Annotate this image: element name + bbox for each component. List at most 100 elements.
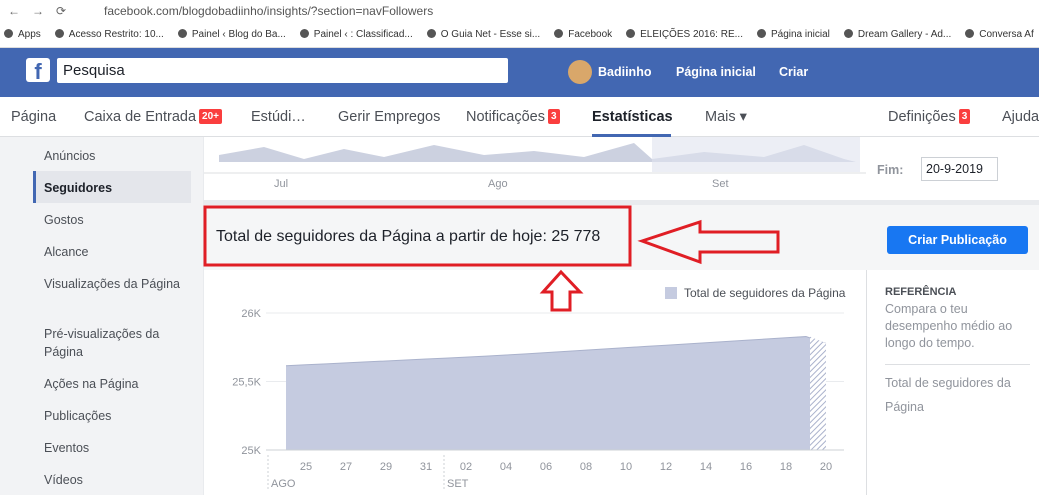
avatar[interactable] <box>568 60 592 84</box>
overview-month: Ago <box>488 178 508 190</box>
area-line <box>285 336 827 367</box>
reload-icon[interactable]: ⟳ <box>56 4 67 18</box>
home-link[interactable]: Página inicial <box>676 65 756 79</box>
x-tick-label: 20 <box>820 461 832 473</box>
sidebar-item[interactable]: Ações na Página <box>44 377 139 391</box>
bookmarks-bar: Apps Acesso Restrito: 10... Painel ‹ Blog … <box>0 22 1039 48</box>
nav-item[interactable]: Ajuda <box>1002 109 1039 125</box>
sidebar-item[interactable]: Alcance <box>44 245 89 259</box>
bookmark[interactable]: Dream Gallery - Ad... <box>844 29 951 47</box>
nav-item[interactable]: Definições 3 <box>888 109 971 125</box>
followers-chart: 25K 25,5K 26K 25 27 29 31 02 04 06 08 10 12 14 16 18 20 A… <box>204 270 866 495</box>
nav-badge: 20+ <box>199 109 223 124</box>
bookmark[interactable]: Painel ‹ Blog do Ba... <box>178 29 286 47</box>
partial-day-hatch <box>810 336 826 450</box>
forward-icon[interactable]: → <box>32 4 44 18</box>
left-arrow <box>637 219 780 265</box>
nav-label: Notificações <box>466 109 545 125</box>
create-link[interactable]: Criar <box>779 65 809 79</box>
active-underline <box>592 134 671 137</box>
nav-label: Página <box>11 109 57 125</box>
bookmark[interactable]: Facebook <box>554 29 612 47</box>
end-label: Fim: <box>877 163 904 177</box>
x-tick-label: 18 <box>780 461 792 473</box>
url[interactable]: facebook.com/blogdobadiinho/insights/?se… <box>104 4 434 18</box>
selected-highlight <box>33 171 191 203</box>
nav-item[interactable]: Estúdi… <box>251 109 306 125</box>
x-tick-label: 10 <box>620 461 632 473</box>
x-tick-label: 02 <box>460 461 472 473</box>
bookmark[interactable]: Página inicial <box>757 29 830 47</box>
y-tick-label: 26K <box>241 308 261 320</box>
y-tick-label: 25,5K <box>232 377 261 389</box>
bookmark[interactable]: Conversa Af <box>965 29 1033 47</box>
date-range: Fim: 20-9-2019 <box>866 137 1039 200</box>
sidebar-item[interactable]: Publicações <box>44 409 112 423</box>
x-tick-label: 12 <box>660 461 672 473</box>
overview-month: Set <box>712 178 729 190</box>
legend-swatch <box>665 287 677 299</box>
sidebar-item[interactable]: Eventos <box>44 441 90 455</box>
y-tick-label: 25K <box>241 445 261 457</box>
nav-item[interactable]: Estatísticas <box>592 109 673 125</box>
end-date[interactable]: 20-9-2019 <box>921 157 998 181</box>
sidebar-item[interactable]: Seguidores <box>44 181 113 195</box>
nav-badge: 3 <box>547 109 560 124</box>
reference-item[interactable]: Total de seguidores da Página <box>885 364 1030 419</box>
sidebar-item[interactable]: Vídeos <box>44 473 83 487</box>
facebook-bar: f Pesquisa Badiinho Página inicial Criar <box>0 48 1039 97</box>
nav-label: Gerir Empregos <box>338 109 441 125</box>
search-box[interactable]: Pesquisa <box>57 58 508 83</box>
overview-selection <box>652 137 860 172</box>
sidebar-item[interactable]: Visualizações da Página <box>44 277 180 291</box>
nav-item[interactable]: Caixa de Entrada 20+ <box>84 109 223 125</box>
facebook-logo[interactable]: f <box>26 58 50 84</box>
create-post-button[interactable]: Criar Publicação <box>887 226 1028 254</box>
overview-chart: Jul Ago Set <box>204 137 866 200</box>
nav-label: Caixa de Entrada <box>84 109 197 125</box>
headline: Total de seguidores da Página a partir d… <box>216 228 601 245</box>
x-tick-label: 04 <box>500 461 512 473</box>
x-tick-label: 29 <box>380 461 392 473</box>
x-tick-label: 06 <box>540 461 552 473</box>
month-label: SET <box>447 478 469 490</box>
x-tick-label: 27 <box>340 461 352 473</box>
reference-panel: REFERÊNCIA Compara o teu desempenho médi… <box>866 270 1039 495</box>
bookmark[interactable]: Acesso Restrito: 10... <box>55 29 164 47</box>
highlight-box <box>203 205 632 267</box>
x-tick-label: 25 <box>300 461 312 473</box>
x-tick-label: 31 <box>420 461 432 473</box>
x-tick-label: 08 <box>580 461 592 473</box>
page-nav: Página Caixa de Entrada 20+ Estúdi… Gerir Em… <box>0 97 1039 137</box>
back-icon[interactable]: ← <box>8 4 20 18</box>
legend-label: Total de seguidores da Página <box>684 286 846 300</box>
nav-item[interactable]: Notificações 3 <box>466 109 560 125</box>
x-tick-label: 14 <box>700 461 712 473</box>
address-bar: ← → ⟳ facebook.com/blogdobadiinho/insigh… <box>0 0 1039 22</box>
nav-label: Mais ▾ <box>705 109 747 125</box>
nav-item[interactable]: Gerir Empregos <box>338 109 440 125</box>
nav-badge: 3 <box>958 109 971 124</box>
nav-label: Estúdi… <box>251 109 306 125</box>
nav-item[interactable]: Página <box>11 109 56 125</box>
reference-text: Compara o teu desempenho médio ao longo … <box>885 302 1013 350</box>
up-arrow <box>539 269 584 312</box>
sidebar-item[interactable]: Gostos <box>44 213 84 227</box>
user-name[interactable]: Badiinho <box>598 65 652 79</box>
area-fill <box>286 336 826 450</box>
x-tick-label: 16 <box>740 461 752 473</box>
month-label: AGO <box>271 478 296 490</box>
bookmark[interactable]: O Guia Net - Esse si... <box>427 29 540 47</box>
nav-item[interactable]: Mais ▾ <box>705 109 747 125</box>
sidebar-item[interactable]: Pré-visualizações da Página <box>44 327 160 359</box>
sidebar-item[interactable]: Anúncios <box>44 149 96 163</box>
bookmark[interactable]: ELEIÇÕES 2016: RE... <box>626 29 743 47</box>
reference-title: REFERÊNCIA <box>885 286 957 298</box>
overview-month: Jul <box>274 178 288 190</box>
bookmark[interactable]: Apps <box>4 29 41 47</box>
bookmark[interactable]: Painel ‹ : Classificad... <box>300 29 413 47</box>
nav-label: Definições <box>888 109 956 125</box>
